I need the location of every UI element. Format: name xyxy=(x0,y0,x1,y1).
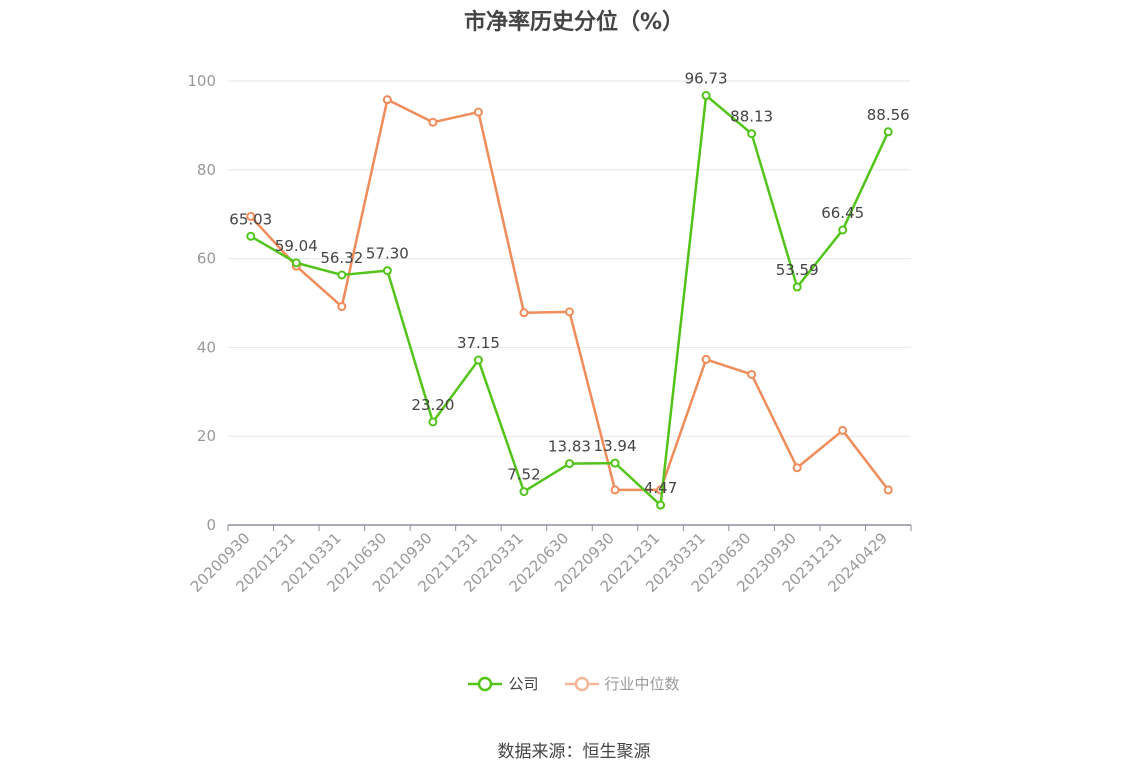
company-data-point xyxy=(656,500,666,510)
company-data-label: 96.73 xyxy=(685,70,728,88)
y-tick-label: 20 xyxy=(197,427,216,445)
company-data-point xyxy=(337,270,347,280)
industry-data-point xyxy=(701,354,711,364)
company-data-label: 7.52 xyxy=(507,466,540,484)
legend-item-industry[interactable]: 行业中位数 xyxy=(564,673,680,694)
company-data-label: 13.83 xyxy=(548,438,591,456)
y-tick-label: 100 xyxy=(187,72,216,90)
company-data-label: 59.04 xyxy=(275,237,318,255)
y-tick-label: 0 xyxy=(206,516,216,534)
industry-data-point xyxy=(792,463,802,473)
company-data-point xyxy=(747,129,757,139)
industry-data-point xyxy=(610,485,620,495)
chart-title: 市净率历史分位（%） xyxy=(463,10,685,35)
industry-data-point xyxy=(519,308,529,318)
company-data-label: 66.45 xyxy=(821,204,864,222)
company-data-point xyxy=(473,355,483,365)
company-data-label: 37.15 xyxy=(457,334,500,352)
industry-data-point xyxy=(337,302,347,312)
industry-data-point xyxy=(565,307,574,317)
company-data-point xyxy=(382,266,392,276)
company-data-point xyxy=(838,225,848,235)
company-data-point xyxy=(519,487,529,497)
industry-data-point xyxy=(883,485,893,495)
company-data-point xyxy=(701,91,711,101)
company-data-label: 4.47 xyxy=(644,479,677,497)
y-tick-label: 80 xyxy=(197,161,216,179)
company-data-point xyxy=(792,282,802,292)
industry-data-point xyxy=(473,107,483,117)
company-data-label: 23.20 xyxy=(411,396,454,414)
company-data-label: 53.59 xyxy=(776,261,819,279)
industry-series-line xyxy=(249,98,890,492)
industry-data-point xyxy=(838,425,848,435)
company-data-point xyxy=(610,458,620,468)
company-data-label: 88.56 xyxy=(867,106,910,124)
legend-label-industry: 行业中位数 xyxy=(604,675,680,693)
y-tick-label: 40 xyxy=(197,338,216,356)
industry-data-point xyxy=(747,369,757,379)
legend-marker-industry xyxy=(564,676,599,691)
company-data-label: 88.13 xyxy=(730,108,773,126)
company-data-point xyxy=(565,459,574,469)
industry-data-point xyxy=(428,117,438,127)
company-data-point xyxy=(291,258,301,268)
industry-data-point xyxy=(246,211,256,221)
company-data-label: 57.30 xyxy=(366,245,409,263)
source-note: 数据来源：恒生聚源 xyxy=(497,742,651,762)
company-data-label: 56.32 xyxy=(320,249,363,267)
legend: 公司 行业中位数 xyxy=(0,673,1148,694)
y-tick-label: 60 xyxy=(197,250,216,268)
industry-data-point xyxy=(382,95,392,105)
company-data-label: 65.03 xyxy=(229,210,272,228)
company-data-label: 13.94 xyxy=(594,437,637,455)
legend-marker-company xyxy=(468,676,503,691)
company-data-point xyxy=(428,417,438,427)
legend-item-company[interactable]: 公司 xyxy=(468,673,539,694)
grid-lines xyxy=(228,80,911,437)
axes: 0204060801002020093020201231202103312021… xyxy=(187,72,912,596)
legend-label-company: 公司 xyxy=(508,675,539,693)
company-data-point xyxy=(246,231,256,241)
line-chart: 0204060801002020093020201231202103312021… xyxy=(187,70,912,596)
company-data-point xyxy=(883,127,893,137)
series-layer xyxy=(246,91,893,510)
